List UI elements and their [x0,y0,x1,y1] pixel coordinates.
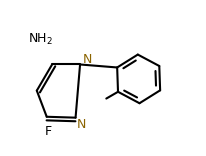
Text: N: N [82,53,91,66]
Text: NH$_2$: NH$_2$ [28,32,53,47]
Text: F: F [45,125,52,138]
Text: N: N [76,118,85,131]
